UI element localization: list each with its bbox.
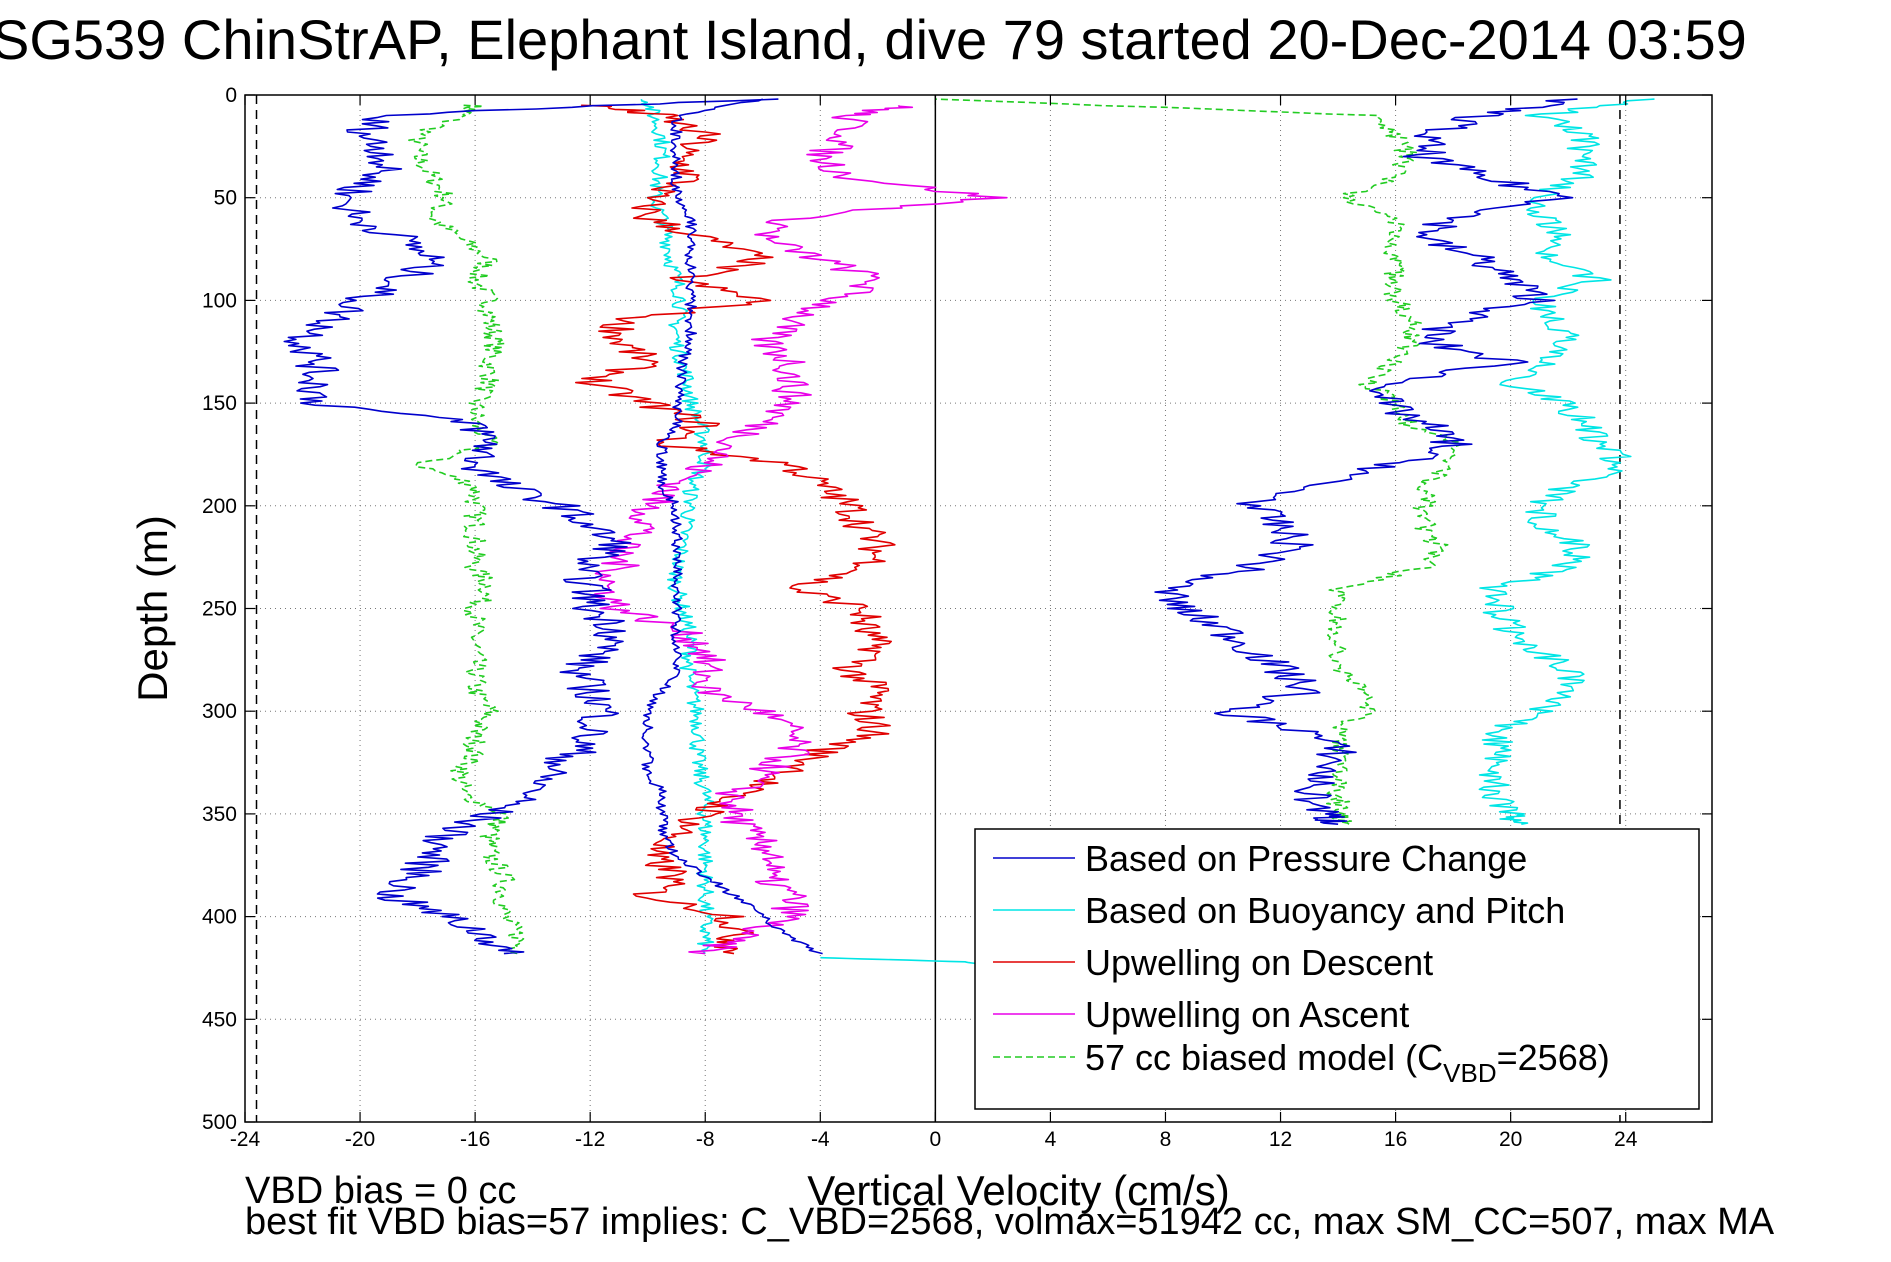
series-model-descent — [408, 104, 525, 955]
legend-label: 57 cc biased model (CVBD=2568) — [1085, 1037, 1610, 1088]
y-tick-label: 250 — [202, 598, 237, 621]
chart-title: SG539 ChinStrAP, Elephant Island, dive 7… — [0, 8, 1747, 71]
legend-label: Upwelling on Descent — [1085, 942, 1433, 983]
y-tick-label: 0 — [225, 84, 237, 107]
x-tick-label: -24 — [230, 1128, 261, 1151]
x-tick-label: -12 — [575, 1128, 605, 1151]
x-tick-label: 20 — [1499, 1128, 1522, 1151]
y-tick-label: 350 — [202, 803, 237, 826]
series-upwelling-descent — [575, 104, 896, 955]
x-tick-label: 12 — [1269, 1128, 1292, 1151]
x-tick-label: -16 — [460, 1128, 490, 1151]
series-pressure-ascent — [641, 98, 823, 955]
y-tick-label: 100 — [202, 289, 237, 312]
x-tick-label: -20 — [345, 1128, 375, 1151]
x-tick-label: -4 — [811, 1128, 830, 1151]
y-tick-label: 400 — [202, 906, 237, 929]
series-pressure-right — [1154, 98, 1578, 825]
series-buoyancy-ascent — [1478, 98, 1655, 825]
vbd-bias-note: VBD bias = 0 cc — [245, 1170, 517, 1212]
y-tick-label: 500 — [202, 1111, 237, 1134]
series-pressure-descent — [283, 98, 779, 955]
x-tick-label: 0 — [930, 1128, 942, 1151]
series-buoyancy-descent — [640, 98, 715, 955]
legend-box — [974, 828, 1700, 1110]
series-group — [283, 98, 1655, 967]
series-model-ascent — [935, 98, 1464, 825]
legend-label: Based on Pressure Change — [1085, 838, 1527, 879]
legend-label: Based on Buoyancy and Pitch — [1085, 890, 1565, 931]
chart-title-bar: SG539 ChinStrAP, Elephant Island, dive 7… — [0, 0, 1891, 84]
y-tick-label: 450 — [202, 1008, 237, 1031]
x-tick-label: -8 — [696, 1128, 715, 1151]
y-tick-label: 200 — [202, 495, 237, 518]
x-tick-label: 8 — [1160, 1128, 1172, 1151]
y-tick-label: 150 — [202, 392, 237, 415]
y-tick-label: 300 — [202, 700, 237, 723]
x-tick-label: 16 — [1384, 1128, 1407, 1151]
x-tick-label: 24 — [1614, 1128, 1638, 1151]
best-fit-note: best fit VBD bias=57 implies: C_VBD=2568… — [245, 1201, 1775, 1243]
y-tick-label: 50 — [214, 187, 237, 210]
x-axis-label: Vertical Velocity (cm/s) — [807, 1167, 1229, 1214]
series-upwelling-ascent — [591, 104, 1008, 955]
x-tick-label: 4 — [1045, 1128, 1057, 1151]
legend-label: Upwelling on Ascent — [1085, 994, 1409, 1035]
y-axis-label: Depth (m) — [129, 515, 176, 702]
